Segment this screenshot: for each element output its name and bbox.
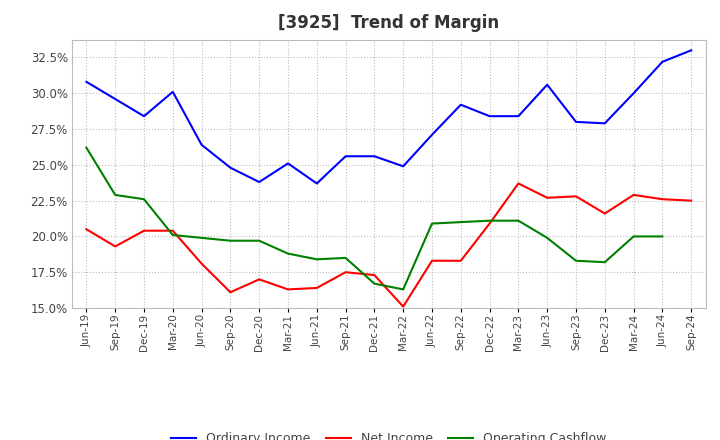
Operating Cashflow [168,232,177,238]
Operating Cashflow [312,257,321,262]
Ordinary Income [572,119,580,125]
Line: Ordinary Income: Ordinary Income [86,50,691,183]
Operating Cashflow [284,251,292,256]
Net Income [543,195,552,200]
Ordinary Income [255,180,264,185]
Ordinary Income [428,132,436,137]
Net Income [82,227,91,232]
Ordinary Income [284,161,292,166]
Ordinary Income [399,164,408,169]
Ordinary Income [82,79,91,84]
Ordinary Income [140,114,148,119]
Ordinary Income [687,48,696,53]
Net Income [111,244,120,249]
Ordinary Income [600,121,609,126]
Net Income [514,181,523,186]
Operating Cashflow [341,255,350,260]
Net Income [168,228,177,233]
Net Income [428,258,436,264]
Ordinary Income [312,181,321,186]
Operating Cashflow [572,258,580,264]
Operating Cashflow [456,220,465,225]
Net Income [600,211,609,216]
Title: [3925]  Trend of Margin: [3925] Trend of Margin [278,15,500,33]
Net Income [197,261,206,266]
Operating Cashflow [226,238,235,243]
Operating Cashflow [600,260,609,265]
Operating Cashflow [370,281,379,286]
Operating Cashflow [514,218,523,224]
Net Income [284,287,292,292]
Operating Cashflow [543,235,552,241]
Net Income [341,270,350,275]
Ordinary Income [226,165,235,170]
Ordinary Income [456,102,465,107]
Net Income [658,197,667,202]
Net Income [312,285,321,290]
Net Income [572,194,580,199]
Ordinary Income [658,59,667,64]
Operating Cashflow [111,192,120,198]
Ordinary Income [168,89,177,95]
Operating Cashflow [140,197,148,202]
Net Income [629,192,638,198]
Operating Cashflow [485,218,494,224]
Legend: Ordinary Income, Net Income, Operating Cashflow: Ordinary Income, Net Income, Operating C… [166,427,611,440]
Ordinary Income [514,114,523,119]
Net Income [687,198,696,203]
Operating Cashflow [197,235,206,241]
Operating Cashflow [428,221,436,226]
Operating Cashflow [255,238,264,243]
Operating Cashflow [658,234,667,239]
Line: Net Income: Net Income [86,183,691,307]
Net Income [456,258,465,264]
Ordinary Income [370,154,379,159]
Ordinary Income [111,96,120,102]
Ordinary Income [629,91,638,96]
Net Income [485,221,494,226]
Ordinary Income [485,114,494,119]
Ordinary Income [341,154,350,159]
Net Income [226,290,235,295]
Operating Cashflow [399,287,408,292]
Ordinary Income [543,82,552,87]
Net Income [140,228,148,233]
Line: Operating Cashflow: Operating Cashflow [86,148,662,290]
Ordinary Income [197,142,206,147]
Net Income [255,277,264,282]
Net Income [370,272,379,278]
Net Income [399,304,408,309]
Operating Cashflow [82,145,91,150]
Operating Cashflow [629,234,638,239]
